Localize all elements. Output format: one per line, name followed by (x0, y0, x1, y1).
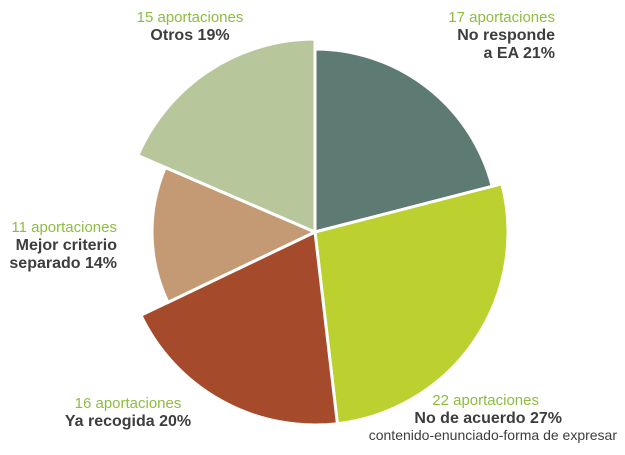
count-label-no-responde: 17 aportaciones (448, 9, 555, 26)
slice-name-no-responde-line1: No responde (457, 26, 555, 44)
pie-slice-no-responde (313, 47, 495, 234)
pie-slice-ya-recogida (138, 229, 340, 427)
slice-name-mejor-criterio-line2: separado 14% (9, 254, 117, 272)
slice-name-no-de-acuerdo: No de acuerdo 27% (414, 409, 562, 427)
slice-name-no-responde-line2: a EA 21% (483, 44, 555, 62)
count-label-ya-recogida: 16 aportaciones (74, 395, 182, 412)
slice-name-ya-recogida: Ya recogida 20% (64, 412, 192, 430)
count-label-otros: 15 aportaciones (136, 9, 244, 26)
slice-sub-no-de-acuerdo: contenido-enunciado-forma de expresar (368, 426, 617, 443)
count-label-mejor-criterio: 11 aportaciones (11, 219, 117, 236)
label-no-responde: 17 aportaciones No responde a EA 21% (448, 9, 555, 63)
label-otros: 15 aportaciones Otros 19% (120, 9, 260, 45)
label-no-de-acuerdo: 22 aportaciones No de acuerdo 27% conten… (368, 392, 617, 443)
pie-slice-otros (135, 37, 317, 235)
label-ya-recogida: 16 aportaciones Ya recogida 20% (58, 395, 198, 431)
slice-name-otros: Otros 19% (150, 26, 230, 44)
label-mejor-criterio: 11 aportaciones Mejor criterio separado … (2, 219, 117, 273)
pie-slice-mejor-criterio (150, 165, 319, 305)
count-label-no-de-acuerdo: 22 aportaciones (432, 392, 539, 409)
slice-name-mejor-criterio-line1: Mejor criterio (15, 236, 117, 254)
pie-slice-no-de-acuerdo (313, 182, 510, 426)
